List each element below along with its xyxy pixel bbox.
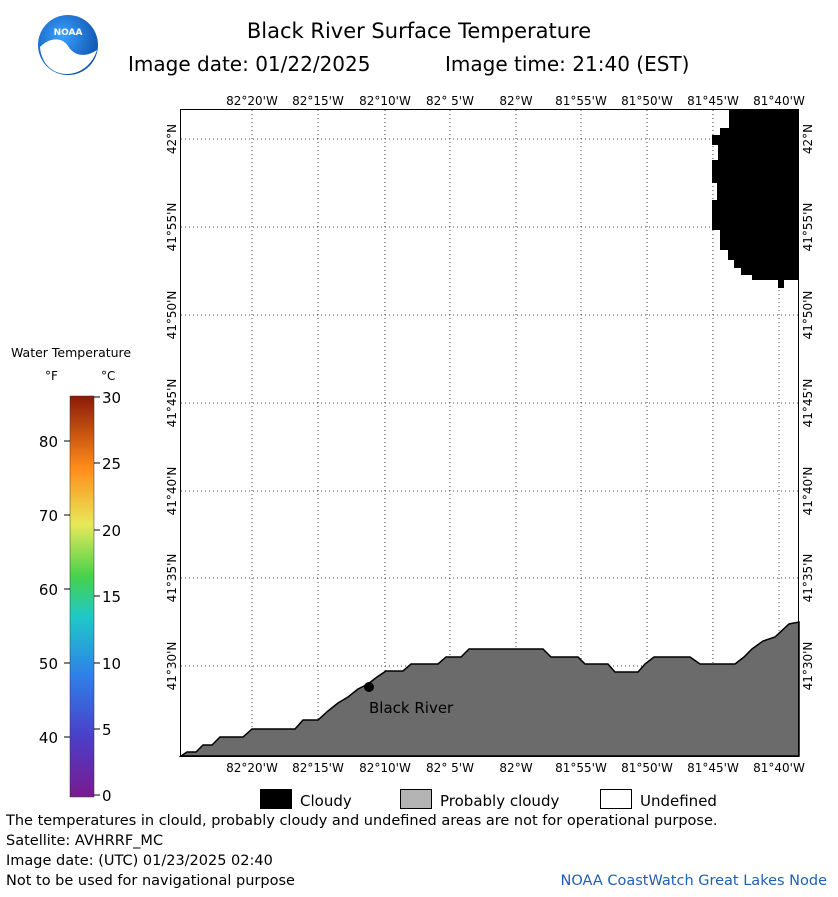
c-tick-label: 0 (102, 787, 112, 805)
credit-label: NOAA CoastWatch Great Lakes Node (560, 873, 827, 889)
navigation-warning: Not to be used for navigational purpose (6, 873, 295, 889)
utc-date-label: Image date: (UTC) 01/23/2025 02:40 (6, 853, 273, 869)
lat-label: 41°50'N (165, 291, 179, 340)
noaa-logo-icon: NOAA (38, 15, 98, 75)
unit-fahrenheit: °F (45, 369, 58, 383)
station-label: Black River (369, 699, 454, 717)
disclaimer-note: The temperatures in clould, probably clo… (6, 813, 718, 829)
lat-label: 41°30'N (165, 642, 179, 691)
lat-label: 41°55'N (165, 203, 179, 252)
c-tick-label: 10 (102, 655, 121, 673)
c-tick-label: 25 (102, 455, 121, 473)
lon-label: 82°20'W (226, 761, 278, 775)
lat-label: 41°50'N (801, 291, 815, 340)
lon-label: 81°50'W (621, 761, 673, 775)
station-dot-icon (364, 682, 374, 692)
lat-label: 41°40'N (165, 467, 179, 516)
lon-labels-bottom: 82°20'W 82°15'W 82°10'W 82° 5'W 82°W 81°… (226, 761, 805, 775)
f-tick-label: 60 (39, 581, 58, 599)
lat-label: 41°35'N (801, 554, 815, 603)
probably-cloudy-swatch (400, 789, 432, 809)
lon-label: 81°55'W (555, 761, 607, 775)
lon-label: 82°10'W (359, 94, 411, 108)
lat-label: 41°40'N (801, 467, 815, 516)
satellite-label: Satellite: AVHRRF_MC (6, 833, 164, 849)
lon-label: 82° 5'W (426, 761, 474, 775)
lon-label: 81°45'W (687, 94, 739, 108)
map-frame (180, 109, 799, 757)
lat-label: 41°45'N (801, 379, 815, 428)
lon-label: 81°55'W (555, 94, 607, 108)
lat-label: 41°45'N (165, 379, 179, 428)
page-title: Black River Surface Temperature (246, 19, 592, 43)
f-tick-label: 40 (39, 729, 58, 747)
image-time-label: Image time: 21:40 (EST) (445, 52, 690, 76)
lat-label: 41°55'N (801, 203, 815, 252)
key-cloudy-label: Cloudy (300, 792, 352, 810)
lon-label: 81°45'W (687, 761, 739, 775)
key-undefined-label: Undefined (640, 792, 717, 810)
lon-labels-top: 82°20'W 82°15'W 82°10'W 82° 5'W 82°W 81°… (226, 94, 805, 108)
colorbar-c-labels: 30 25 20 15 10 5 0 (102, 389, 121, 805)
cloudy-swatch (260, 789, 292, 809)
c-tick-label: 15 (102, 588, 121, 606)
land-area (178, 621, 800, 757)
key-probably-cloudy-label: Probably cloudy (440, 792, 560, 810)
colorbar-f-labels: 80 70 60 50 40 (39, 433, 58, 747)
lon-label: 82°W (499, 761, 532, 775)
lon-label: 81°40'W (753, 761, 805, 775)
temperature-colorbar (69, 395, 95, 798)
unit-celsius: °C (101, 369, 116, 383)
lon-label: 81°40'W (753, 94, 805, 108)
c-tick-label: 5 (102, 721, 112, 739)
undefined-swatch (600, 789, 632, 809)
lat-labels-right: 42°N 41°55'N 41°50'N 41°45'N 41°40'N 41°… (801, 124, 815, 691)
f-tick-label: 50 (39, 655, 58, 673)
lon-label: 82°20'W (226, 94, 278, 108)
f-tick-label: 70 (39, 507, 58, 525)
legend-title: Water Temperature (11, 345, 132, 360)
c-tick-label: 30 (102, 389, 121, 407)
lat-labels-left: 42°N 41°55'N 41°50'N 41°45'N 41°40'N 41°… (165, 124, 179, 691)
lat-label: 41°30'N (801, 642, 815, 691)
logo-text: NOAA (54, 28, 83, 38)
lon-label: 81°50'W (621, 94, 673, 108)
cloud-area (712, 110, 799, 288)
f-tick-label: 80 (39, 433, 58, 451)
lat-label: 42°N (801, 124, 815, 154)
lon-label: 82°10'W (359, 761, 411, 775)
lat-label: 41°35'N (165, 554, 179, 603)
colorbar-ticks (64, 396, 100, 796)
image-date-label: Image date: 01/22/2025 (128, 52, 371, 76)
lon-label: 82°15'W (292, 94, 344, 108)
lat-label: 42°N (165, 124, 179, 154)
lon-label: 82°15'W (292, 761, 344, 775)
map-background (180, 109, 799, 756)
lon-label: 82°W (499, 94, 532, 108)
c-tick-label: 20 (102, 522, 121, 540)
lon-label: 82° 5'W (426, 94, 474, 108)
